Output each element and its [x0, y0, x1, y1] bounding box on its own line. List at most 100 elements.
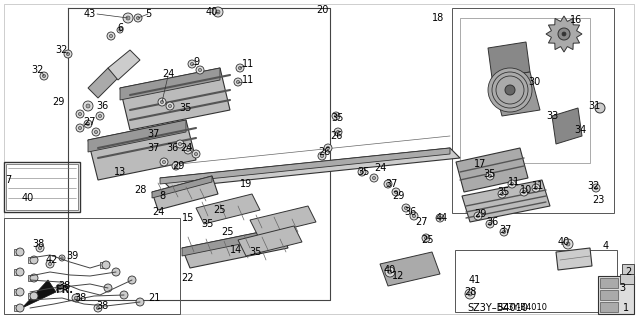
- Text: 25: 25: [214, 205, 227, 215]
- Polygon shape: [250, 206, 316, 236]
- Circle shape: [522, 190, 525, 194]
- Text: 7: 7: [5, 175, 11, 185]
- Text: 25: 25: [422, 235, 435, 245]
- Polygon shape: [238, 226, 302, 256]
- Circle shape: [166, 102, 174, 110]
- Text: 30: 30: [528, 77, 540, 87]
- Circle shape: [109, 34, 113, 38]
- Text: 23: 23: [592, 195, 604, 205]
- Text: 24: 24: [152, 207, 164, 217]
- Circle shape: [79, 126, 82, 130]
- Bar: [14, 269, 20, 275]
- Circle shape: [42, 74, 45, 78]
- Text: 38: 38: [32, 239, 44, 249]
- Circle shape: [112, 268, 120, 276]
- Circle shape: [59, 255, 65, 261]
- Circle shape: [486, 172, 494, 180]
- Text: 24: 24: [374, 163, 386, 173]
- Text: 26: 26: [318, 147, 330, 157]
- Circle shape: [388, 270, 392, 274]
- Circle shape: [83, 101, 93, 111]
- Circle shape: [498, 190, 506, 198]
- Text: 40: 40: [558, 237, 570, 247]
- Text: 24: 24: [180, 143, 192, 153]
- Text: 36: 36: [96, 101, 108, 111]
- Text: 14: 14: [230, 245, 242, 255]
- Circle shape: [30, 256, 38, 264]
- Text: 28: 28: [464, 287, 476, 297]
- Text: 40: 40: [384, 265, 396, 275]
- Circle shape: [438, 216, 442, 219]
- Text: 16: 16: [570, 15, 582, 25]
- Circle shape: [468, 292, 472, 296]
- Text: 42: 42: [46, 255, 58, 265]
- Circle shape: [500, 228, 508, 236]
- Circle shape: [158, 98, 166, 106]
- Circle shape: [96, 112, 104, 120]
- Circle shape: [179, 142, 182, 145]
- Circle shape: [324, 144, 332, 152]
- Text: 26: 26: [330, 131, 342, 141]
- Polygon shape: [108, 50, 140, 80]
- Circle shape: [410, 212, 418, 220]
- Text: 40: 40: [206, 7, 218, 17]
- Circle shape: [558, 28, 570, 40]
- Circle shape: [402, 204, 410, 212]
- Circle shape: [186, 148, 189, 152]
- Polygon shape: [152, 176, 218, 210]
- Text: 12: 12: [392, 271, 404, 281]
- Polygon shape: [196, 194, 260, 224]
- Polygon shape: [152, 176, 212, 198]
- Polygon shape: [160, 148, 460, 188]
- Text: 32: 32: [55, 45, 67, 55]
- Circle shape: [168, 104, 172, 108]
- Circle shape: [508, 180, 516, 188]
- Circle shape: [117, 27, 123, 33]
- Text: 37: 37: [148, 129, 160, 139]
- Bar: [4, 218, 180, 314]
- Circle shape: [332, 112, 340, 120]
- Polygon shape: [552, 108, 582, 144]
- Circle shape: [334, 128, 342, 136]
- Text: 13: 13: [114, 167, 126, 177]
- Polygon shape: [600, 278, 618, 288]
- Circle shape: [370, 174, 378, 182]
- Circle shape: [385, 267, 395, 277]
- Polygon shape: [120, 68, 220, 100]
- Text: 27: 27: [416, 217, 428, 227]
- Circle shape: [86, 104, 90, 108]
- Circle shape: [16, 268, 24, 276]
- Text: 15: 15: [182, 213, 194, 223]
- Circle shape: [360, 170, 364, 174]
- Circle shape: [64, 50, 72, 58]
- Circle shape: [387, 182, 390, 186]
- Circle shape: [84, 120, 92, 128]
- Circle shape: [236, 64, 244, 72]
- Polygon shape: [488, 42, 530, 78]
- Text: 4: 4: [603, 241, 609, 251]
- Bar: [28, 257, 34, 263]
- Text: 6: 6: [117, 23, 123, 33]
- Circle shape: [107, 32, 115, 40]
- Text: 36: 36: [486, 217, 498, 227]
- Polygon shape: [88, 68, 118, 98]
- Circle shape: [56, 284, 64, 292]
- Polygon shape: [598, 276, 634, 314]
- Text: 39: 39: [66, 251, 78, 261]
- Text: 3: 3: [619, 283, 625, 293]
- Bar: [452, 8, 614, 213]
- Bar: [14, 305, 20, 311]
- Text: 35: 35: [180, 103, 192, 113]
- Text: 27: 27: [84, 117, 96, 127]
- Circle shape: [505, 85, 515, 95]
- Polygon shape: [546, 16, 582, 52]
- Text: 20: 20: [316, 5, 328, 15]
- Text: 35: 35: [498, 187, 510, 197]
- Circle shape: [86, 122, 90, 126]
- Circle shape: [46, 260, 54, 268]
- Circle shape: [119, 29, 121, 31]
- Circle shape: [126, 16, 130, 20]
- Text: 9: 9: [193, 57, 199, 67]
- Circle shape: [191, 63, 193, 66]
- Text: 36: 36: [166, 143, 178, 153]
